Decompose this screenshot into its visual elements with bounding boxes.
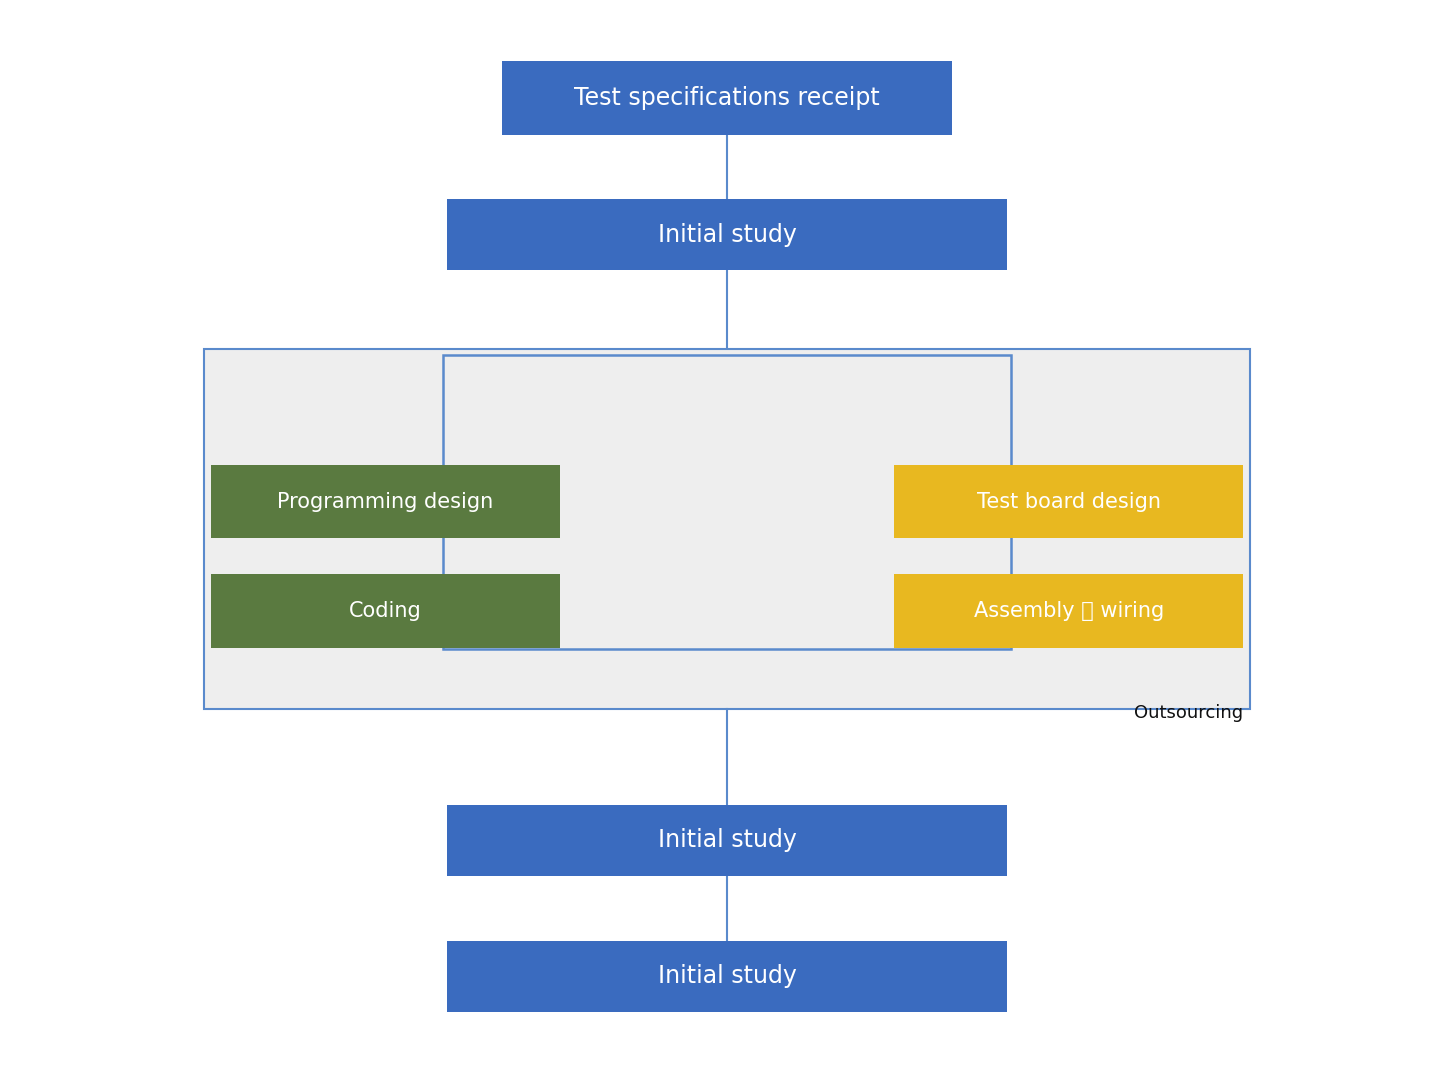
- Text: Coding: Coding: [349, 601, 422, 621]
- Text: Initial study: Initial study: [657, 828, 797, 852]
- Text: Assembly ・ wiring: Assembly ・ wiring: [974, 601, 1163, 621]
- FancyBboxPatch shape: [502, 61, 952, 135]
- Text: Test specifications receipt: Test specifications receipt: [574, 86, 880, 110]
- FancyBboxPatch shape: [204, 349, 1250, 709]
- Text: Programming design: Programming design: [278, 492, 493, 512]
- FancyBboxPatch shape: [211, 465, 560, 538]
- FancyBboxPatch shape: [446, 940, 1006, 1012]
- FancyBboxPatch shape: [894, 465, 1243, 538]
- FancyBboxPatch shape: [446, 805, 1006, 875]
- FancyBboxPatch shape: [894, 575, 1243, 648]
- FancyBboxPatch shape: [211, 575, 560, 648]
- FancyBboxPatch shape: [446, 199, 1006, 271]
- Text: Test board design: Test board design: [977, 492, 1160, 512]
- Text: Outsourcing: Outsourcing: [1134, 704, 1243, 721]
- Text: Initial study: Initial study: [657, 223, 797, 247]
- Text: Initial study: Initial study: [657, 964, 797, 988]
